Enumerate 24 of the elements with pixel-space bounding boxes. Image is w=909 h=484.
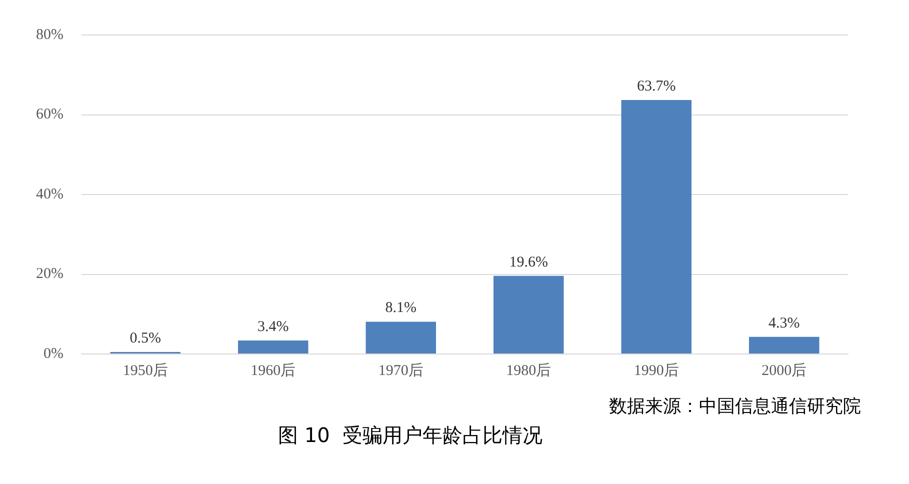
x-tick-label: 1980后 bbox=[506, 362, 552, 379]
bar bbox=[366, 322, 436, 354]
y-tick-label: 60% bbox=[36, 106, 64, 123]
bar bbox=[748, 336, 820, 354]
bar bbox=[621, 100, 692, 354]
y-tick-label: 80% bbox=[36, 26, 64, 43]
x-tick-label: 1950后 bbox=[122, 362, 168, 379]
y-tick-label: 20% bbox=[36, 266, 64, 282]
y-tick-label: 40% bbox=[36, 186, 64, 202]
data-label: 4.3% bbox=[768, 315, 800, 332]
y-tick-label: 0% bbox=[43, 346, 64, 362]
x-tick-label: 1960后 bbox=[250, 362, 296, 379]
data-label: 63.7% bbox=[637, 78, 676, 94]
x-tick-label: 2000后 bbox=[762, 362, 807, 379]
data-label: 8.1% bbox=[385, 300, 416, 316]
data-label: 19.6% bbox=[509, 254, 548, 270]
source-note: 数据来源：中国信息通信研究院 bbox=[608, 395, 862, 418]
x-tick-label: 1970后 bbox=[378, 362, 424, 379]
bar bbox=[493, 276, 564, 354]
data-label: 3.4% bbox=[257, 318, 289, 335]
x-tick-label: 1990后 bbox=[634, 362, 679, 379]
text: 图 10 受骗用户年龄占比情况 bbox=[277, 422, 544, 449]
bar bbox=[238, 340, 308, 354]
data-label: 0.5% bbox=[130, 330, 161, 346]
